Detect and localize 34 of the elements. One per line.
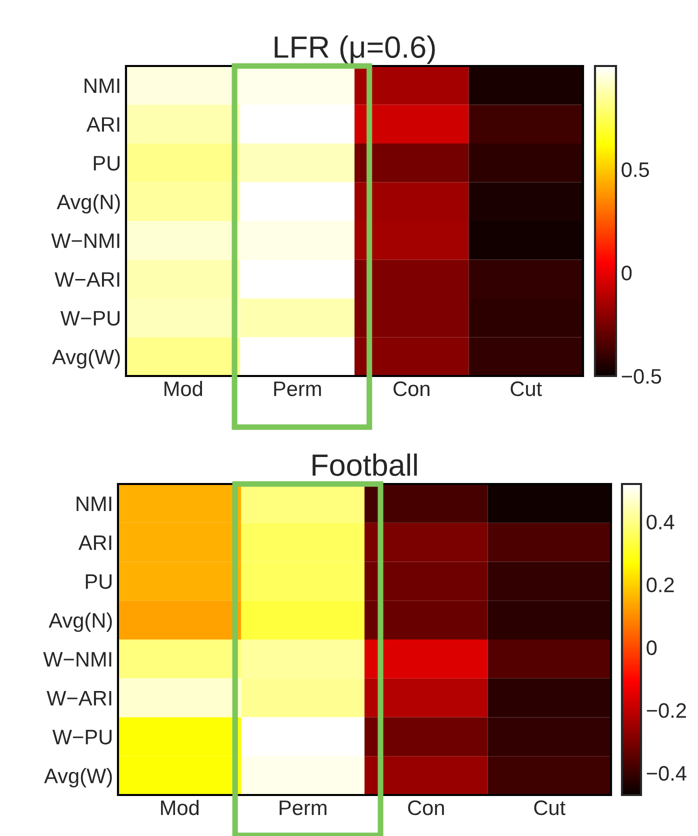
y-tick-label: ARI — [78, 536, 112, 550]
color-bar-label: 0 — [622, 266, 632, 280]
y-tick-label: Avg(W) — [52, 349, 120, 368]
x-tick-label: Perm — [280, 800, 326, 816]
y-tick-label: W−PU — [60, 311, 120, 326]
y-tick-label: W−ARI — [54, 272, 120, 287]
y-tick-label: PU — [86, 574, 112, 589]
y-tick-label: Avg(N) — [56, 194, 120, 214]
y-tick-label: W−PU — [52, 730, 112, 744]
color-bar-label: 0.5 — [622, 162, 649, 178]
color-bar-label: 0.2 — [646, 578, 674, 592]
x-tick-label: Cut — [510, 381, 542, 396]
y-tick-label: W−ARI — [46, 691, 112, 706]
x-tick-label: Mod — [161, 800, 199, 816]
color-bar-label: −0.4 — [646, 766, 686, 781]
x-tick-label: Cut — [534, 800, 566, 816]
x-tick-label: Mod — [164, 380, 202, 396]
y-tick-label: W−NMI — [43, 652, 112, 666]
y-tick-label: Avg(N) — [48, 612, 112, 632]
color-bar-label: 0 — [646, 640, 657, 656]
x-tick-label: Con — [408, 800, 444, 816]
y-tick-label: Avg(W) — [44, 768, 112, 788]
color-bar-label: −0.2 — [646, 703, 686, 718]
color-bar-label: 0.4 — [646, 514, 674, 530]
y-tick-label: PU — [94, 156, 120, 171]
color-bar-label: −0.5 — [622, 369, 662, 384]
y-tick-label: W−NMI — [51, 234, 120, 248]
x-tick-label: Con — [394, 381, 430, 396]
y-tick-label: ARI — [86, 117, 120, 132]
x-tick-label: Perm — [274, 382, 321, 396]
chart-title: LFR (μ=0.6) — [274, 36, 435, 64]
chart-title: Football — [312, 454, 417, 476]
y-tick-label: NMI — [84, 78, 120, 93]
y-tick-label: NMI — [76, 496, 112, 511]
